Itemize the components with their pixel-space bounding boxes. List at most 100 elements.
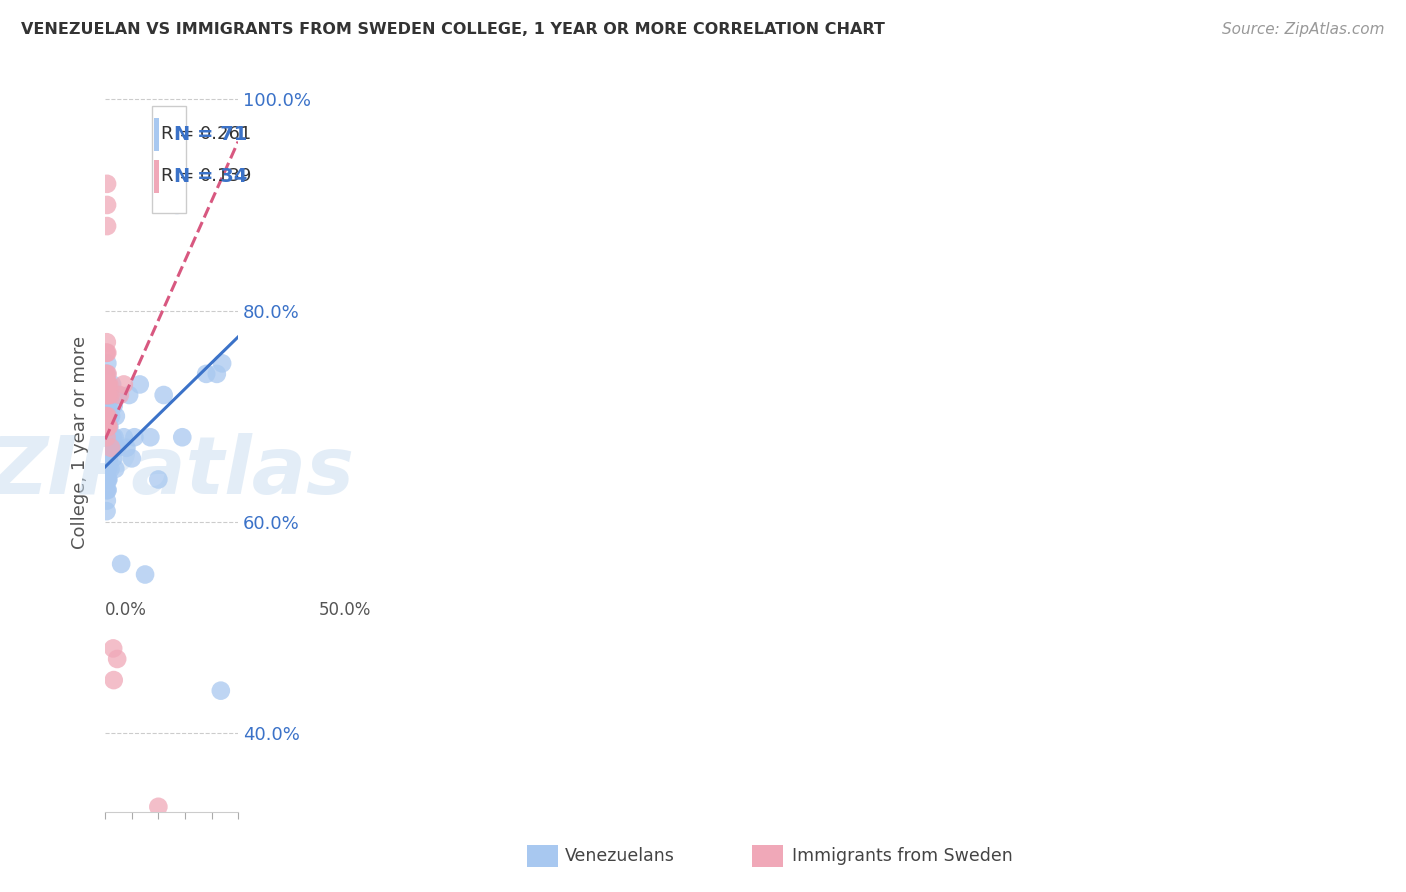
Text: R = 0.139: R = 0.139: [162, 168, 252, 186]
Point: [115, 441, 138, 455]
Point: [96, 388, 118, 402]
Point: [98, 388, 121, 402]
Point: [101, 430, 124, 444]
Point: [96, 419, 118, 434]
Point: [96, 483, 118, 497]
Point: [100, 462, 122, 476]
Point: [97, 419, 120, 434]
Text: N = 71: N = 71: [174, 125, 247, 144]
Point: [128, 377, 150, 392]
Point: [104, 462, 127, 476]
Point: [166, 198, 188, 212]
FancyBboxPatch shape: [155, 118, 159, 151]
Point: [103, 399, 125, 413]
Point: [96, 409, 118, 424]
Point: [105, 652, 128, 666]
Point: [100, 388, 122, 402]
Point: [97, 419, 120, 434]
Point: [96, 441, 118, 455]
Point: [98, 388, 121, 402]
Point: [96, 345, 118, 359]
Text: 50.0%: 50.0%: [319, 601, 371, 619]
Point: [112, 377, 135, 392]
Point: [124, 430, 146, 444]
Text: VENEZUELAN VS IMMIGRANTS FROM SWEDEN COLLEGE, 1 YEAR OR MORE CORRELATION CHART: VENEZUELAN VS IMMIGRANTS FROM SWEDEN COL…: [21, 22, 884, 37]
Point: [96, 219, 118, 233]
Point: [96, 409, 118, 424]
Text: 0.0%: 0.0%: [105, 601, 148, 619]
Point: [96, 473, 118, 487]
Point: [96, 377, 118, 392]
Point: [98, 451, 121, 466]
Point: [103, 451, 125, 466]
Point: [97, 409, 120, 424]
Point: [152, 388, 174, 402]
Point: [195, 367, 218, 381]
Point: [94, 377, 117, 392]
Point: [96, 399, 118, 413]
Point: [97, 441, 120, 455]
Point: [94, 473, 117, 487]
Point: [94, 419, 117, 434]
Point: [100, 409, 122, 424]
Point: [94, 388, 117, 402]
Point: [96, 430, 118, 444]
Point: [96, 177, 118, 191]
Point: [96, 483, 118, 497]
Point: [97, 399, 120, 413]
Point: [121, 451, 143, 466]
Point: [97, 399, 120, 413]
Point: [172, 430, 194, 444]
Point: [96, 399, 118, 413]
Point: [98, 419, 121, 434]
Point: [108, 388, 131, 402]
Point: [97, 473, 120, 487]
Text: Immigrants from Sweden: Immigrants from Sweden: [792, 847, 1012, 865]
FancyBboxPatch shape: [152, 106, 186, 213]
Point: [96, 345, 118, 359]
Point: [97, 430, 120, 444]
Point: [96, 388, 118, 402]
Y-axis label: College, 1 year or more: College, 1 year or more: [72, 336, 89, 549]
Point: [103, 673, 125, 687]
Point: [96, 430, 118, 444]
Point: [97, 409, 120, 424]
Point: [97, 451, 120, 466]
Text: ZIPatlas: ZIPatlas: [0, 434, 354, 511]
Point: [211, 356, 233, 370]
Point: [96, 399, 118, 413]
Point: [96, 367, 118, 381]
Point: [107, 388, 129, 402]
Point: [103, 641, 125, 656]
Point: [97, 377, 120, 392]
Point: [97, 462, 120, 476]
Point: [97, 473, 120, 487]
Text: N = 34: N = 34: [174, 167, 247, 186]
Point: [94, 409, 117, 424]
Point: [103, 430, 125, 444]
Point: [105, 441, 128, 455]
Point: [94, 367, 117, 381]
Point: [96, 335, 118, 350]
Point: [101, 377, 124, 392]
Point: [96, 419, 118, 434]
Point: [97, 377, 120, 392]
Point: [148, 473, 170, 487]
Point: [94, 451, 117, 466]
Point: [139, 430, 162, 444]
Point: [94, 345, 117, 359]
Text: R = 0.261: R = 0.261: [162, 125, 252, 144]
Point: [118, 388, 141, 402]
Point: [96, 441, 118, 455]
Point: [110, 557, 132, 571]
Point: [96, 367, 118, 381]
Point: [96, 462, 118, 476]
Point: [148, 799, 170, 814]
Point: [96, 451, 118, 466]
Point: [96, 441, 118, 455]
Point: [97, 419, 120, 434]
Point: [134, 567, 156, 582]
Point: [96, 198, 118, 212]
Point: [98, 441, 121, 455]
Point: [98, 377, 121, 392]
